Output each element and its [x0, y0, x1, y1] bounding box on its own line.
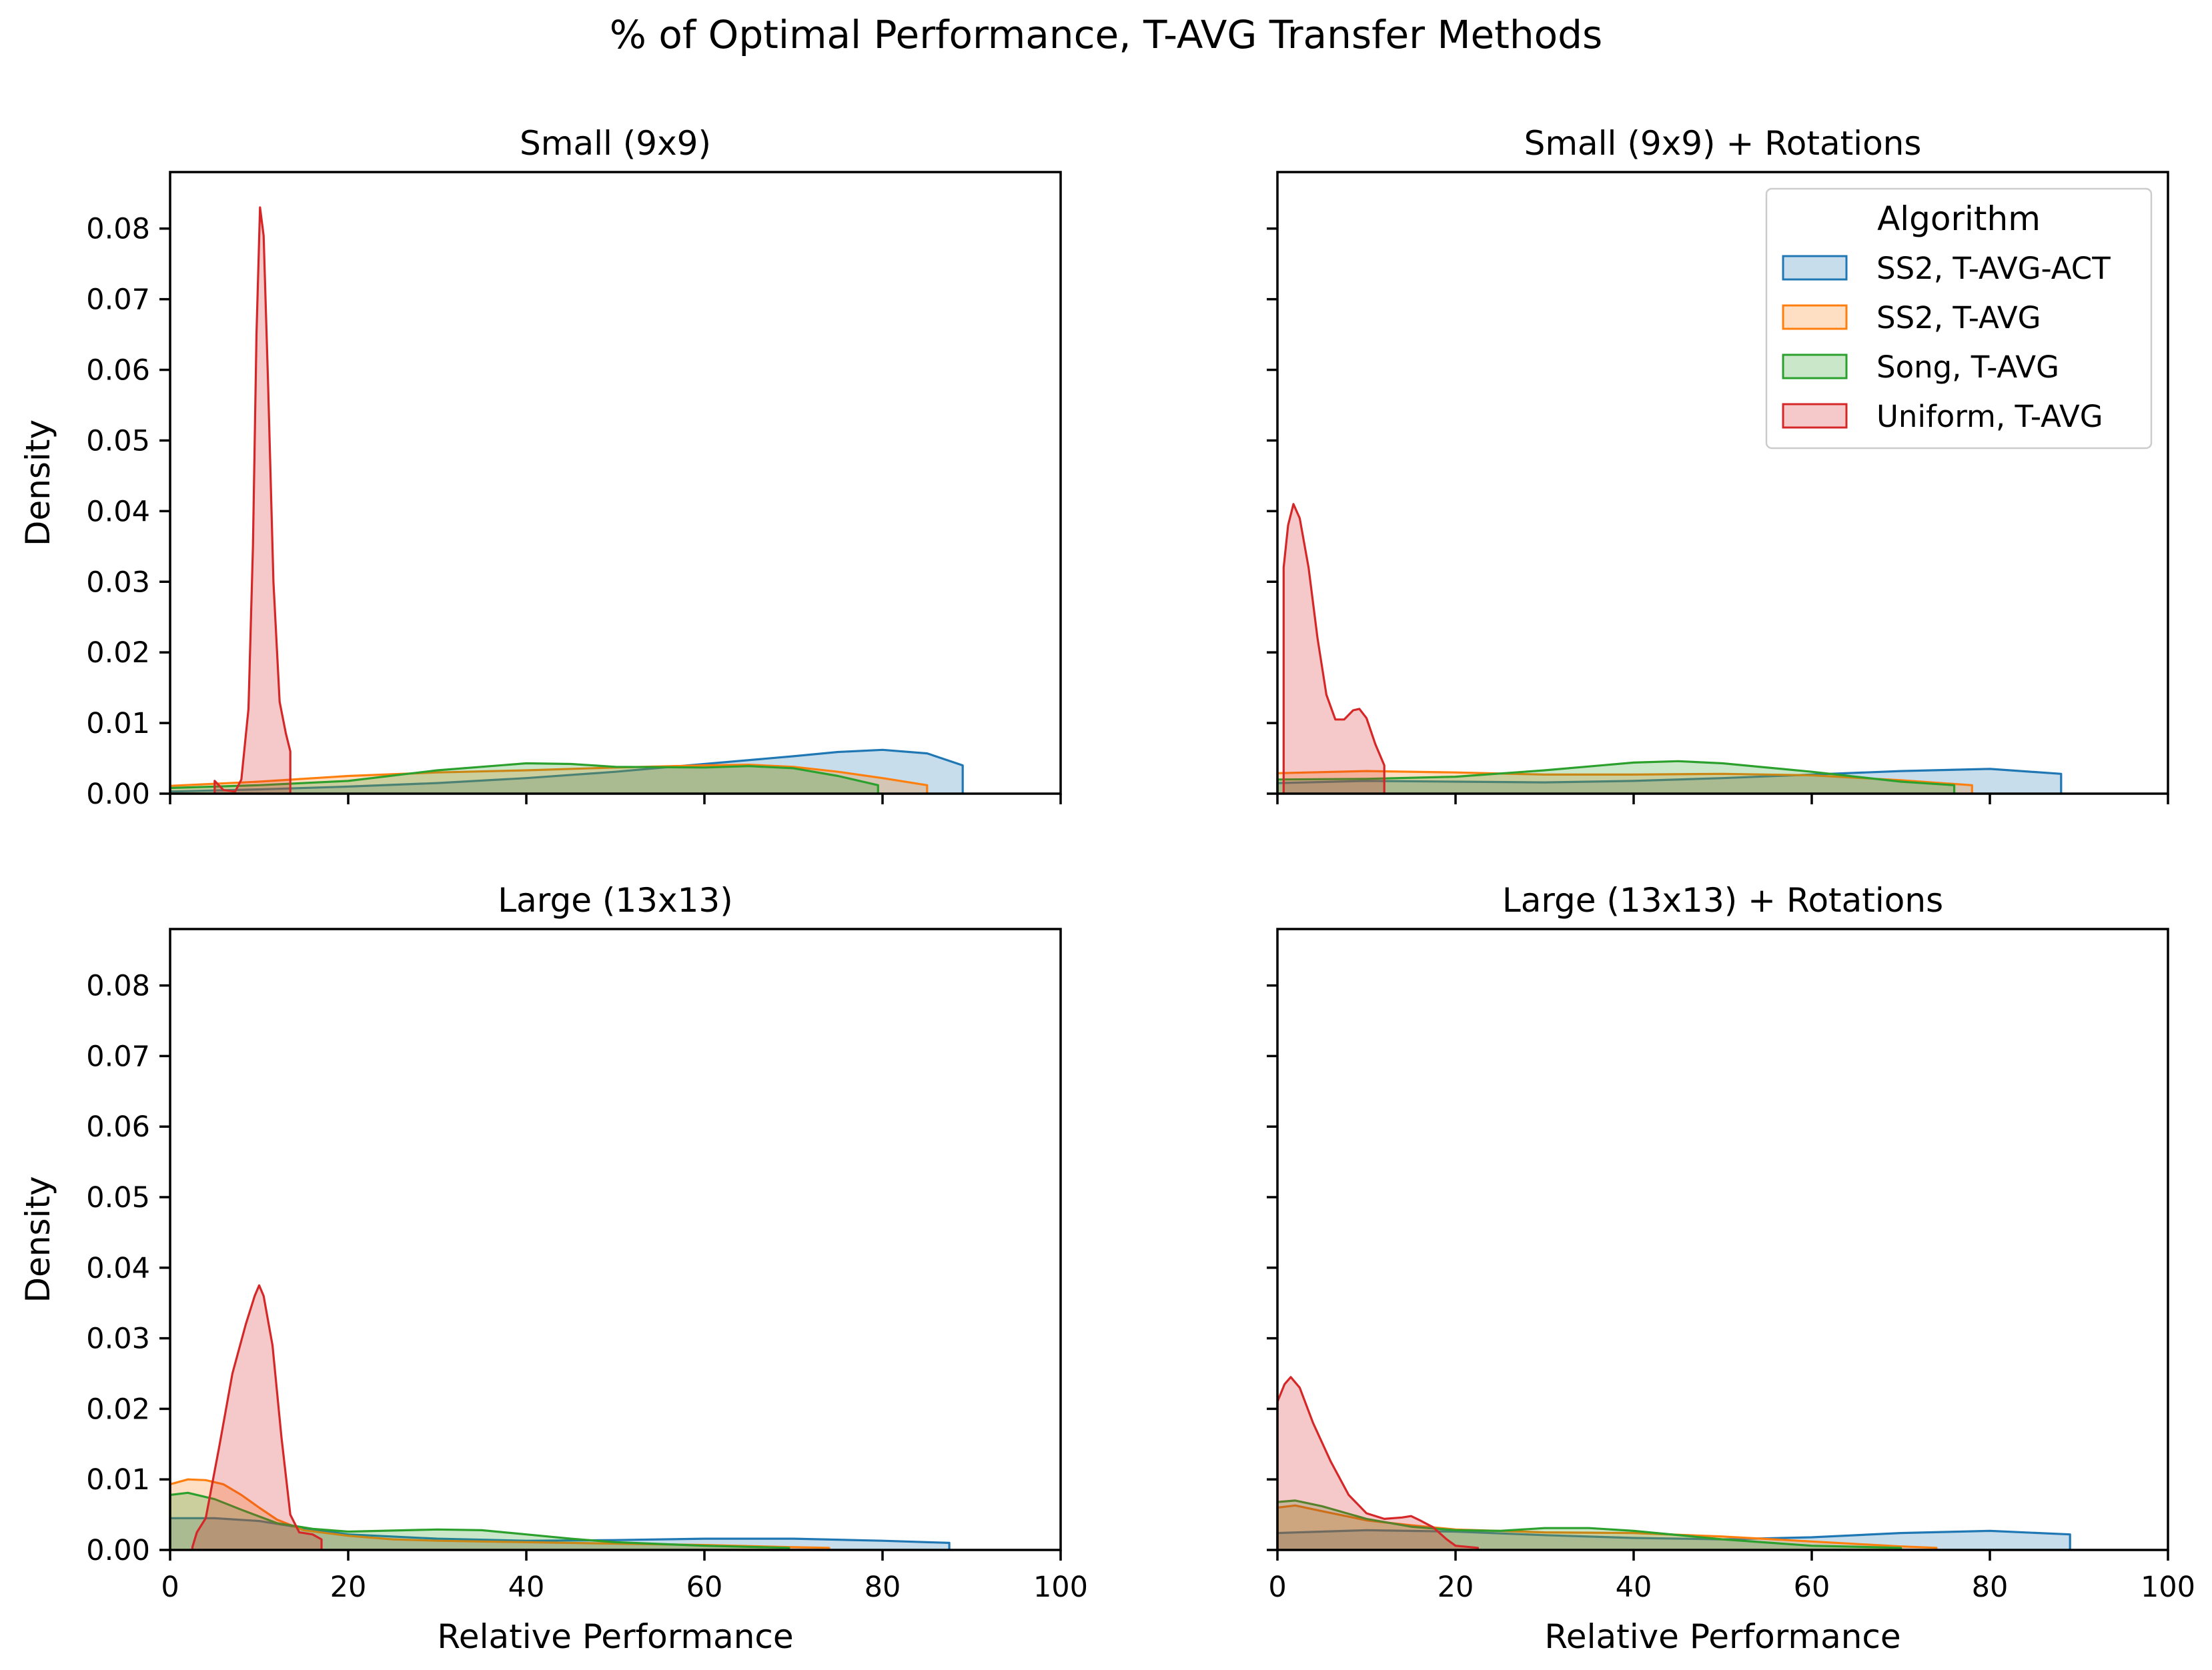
y-tick-label: 0.02	[86, 1393, 150, 1426]
y-tick-label: 0.03	[86, 566, 150, 599]
line-uniform-t-avg	[1276, 1376, 1479, 1550]
legend-swatch-song-t-avg	[1782, 353, 1848, 379]
y-tick-label: 0.05	[86, 1181, 150, 1214]
x-tick-label: 100	[1033, 1571, 1088, 1604]
area-song-t-avg	[170, 1493, 789, 1550]
panel-2: Small (9x9) + Rotations Algorithm SS2, T-A…	[1267, 124, 2169, 804]
line-song-t-avg	[1276, 760, 1956, 794]
area-uniform-t-avg	[214, 207, 291, 794]
panel-title: Large (13x13) + Rotations	[1502, 881, 1943, 920]
x-tick-label: 0	[161, 1571, 179, 1604]
line-ss2-t-avg-act	[1276, 768, 2063, 794]
x-tick-label: 80	[865, 1571, 901, 1604]
x-tick-label: 80	[1972, 1571, 2009, 1604]
legend-label-song-t-avg: Song, T-AVG	[1876, 349, 2059, 385]
line-song-t-avg	[169, 1491, 790, 1550]
y-tick-label: 0.05	[86, 424, 150, 458]
area-song-t-avg	[1277, 1500, 1901, 1550]
x-tick-label: 100	[2141, 1571, 2195, 1604]
y-tick-label: 0.06	[86, 1110, 150, 1144]
legend-label-ss2-t-avg-act: SS2, T-AVG-ACT	[1876, 251, 2111, 286]
y-tick-label: 0.00	[86, 1534, 150, 1567]
legend: Algorithm SS2, T-AVG-ACT SS2, T-AVG Song, T…	[1765, 187, 2153, 450]
series-group	[1276, 1376, 2071, 1550]
area-ss2-t-avg	[170, 764, 927, 794]
legend-label-ss2-t-avg: SS2, T-AVG	[1876, 300, 2041, 335]
panel-3: Large (13x13) 0.00 0.01 0.02 0.03 0.04 0.05 0.0…	[19, 881, 1088, 1656]
line-song-t-avg	[1276, 1499, 1902, 1550]
legend-label-uniform-t-avg: Uniform, T-AVG	[1876, 399, 2103, 434]
y-tick-label: 0.01	[86, 1463, 150, 1497]
panels-group: Small (9x9) 0.00 0.01 0.02 0.03 0.04 0.05 0.06 0…	[19, 124, 2195, 1656]
area-uniform-t-avg	[192, 1285, 322, 1550]
legend-swatch-ss2-t-avg	[1782, 304, 1848, 330]
axes-frame	[169, 928, 1062, 1551]
y-axis-label: Density	[19, 1176, 57, 1303]
axes-frame	[169, 171, 1062, 795]
y-tick-label: 0.04	[86, 1252, 150, 1285]
line-uniform-t-avg	[1282, 503, 1386, 794]
y-tick-label: 0.08	[86, 970, 150, 1003]
y-tick-label: 0.08	[86, 213, 150, 246]
panel-4: Large (13x13) + Rotations 0 20 40 60 80 100 Rel…	[1267, 881, 2195, 1656]
legend-frame	[1765, 187, 2153, 450]
line-uniform-t-avg	[191, 1284, 323, 1550]
line-uniform-t-avg	[213, 206, 292, 794]
y-tick-label: 0.03	[86, 1323, 150, 1356]
x-axis-label: Relative Performance	[1544, 1617, 1900, 1656]
area-ss2-t-avg-act	[170, 1518, 950, 1550]
line-song-t-avg	[169, 762, 879, 794]
series-group	[169, 206, 964, 794]
area-ss2-t-avg-act	[170, 750, 963, 794]
panel-title: Large (13x13)	[498, 881, 732, 920]
x-tick-label: 20	[1438, 1571, 1474, 1604]
x-tick-label: 0	[1268, 1571, 1286, 1604]
y-tick-label: 0.01	[86, 707, 150, 740]
panel-title: Small (9x9) + Rotations	[1524, 124, 1922, 163]
y-tick-label: 0.02	[86, 636, 150, 670]
x-tick-label: 40	[1616, 1571, 1652, 1604]
line-ss2-t-avg	[1276, 770, 1973, 794]
area-ss2-t-avg	[1277, 1505, 1937, 1550]
series-group	[169, 1284, 951, 1550]
line-ss2-t-avg-act	[169, 1517, 951, 1550]
x-axis-label: Relative Performance	[437, 1617, 793, 1656]
x-tick-label: 40	[508, 1571, 545, 1604]
area-ss2-t-avg	[170, 1479, 829, 1550]
y-tick-label: 0.06	[86, 354, 150, 387]
y-tick-label: 0.00	[86, 778, 150, 811]
legend-swatch-ss2-t-avg-act	[1782, 255, 1848, 281]
axes-frame	[1276, 928, 2169, 1551]
area-uniform-t-avg	[1277, 1377, 1478, 1550]
area-song-t-avg	[170, 763, 879, 794]
x-tick-label: 60	[1794, 1571, 1830, 1604]
x-tick-label: 60	[686, 1571, 723, 1604]
area-ss2-t-avg-act	[1277, 768, 2061, 794]
legend-title: Algorithm	[1877, 199, 2041, 238]
x-tick-label: 20	[330, 1571, 367, 1604]
series-group	[1276, 503, 2063, 794]
legend-swatch-uniform-t-avg	[1782, 403, 1848, 429]
panel-title: Small (9x9)	[520, 124, 711, 163]
y-tick-label: 0.04	[86, 495, 150, 528]
y-tick-label: 0.07	[86, 283, 150, 317]
panel-1: Small (9x9) 0.00 0.01 0.02 0.03 0.04 0.05 0.06 0…	[19, 124, 1062, 811]
y-axis-label: Density	[19, 420, 57, 546]
figure-title: % of Optimal Performance, T-AVG Transfer…	[610, 12, 1602, 57]
y-tick-label: 0.07	[86, 1040, 150, 1073]
line-ss2-t-avg-act	[1276, 1529, 2071, 1550]
axes-frame	[1276, 171, 2169, 795]
